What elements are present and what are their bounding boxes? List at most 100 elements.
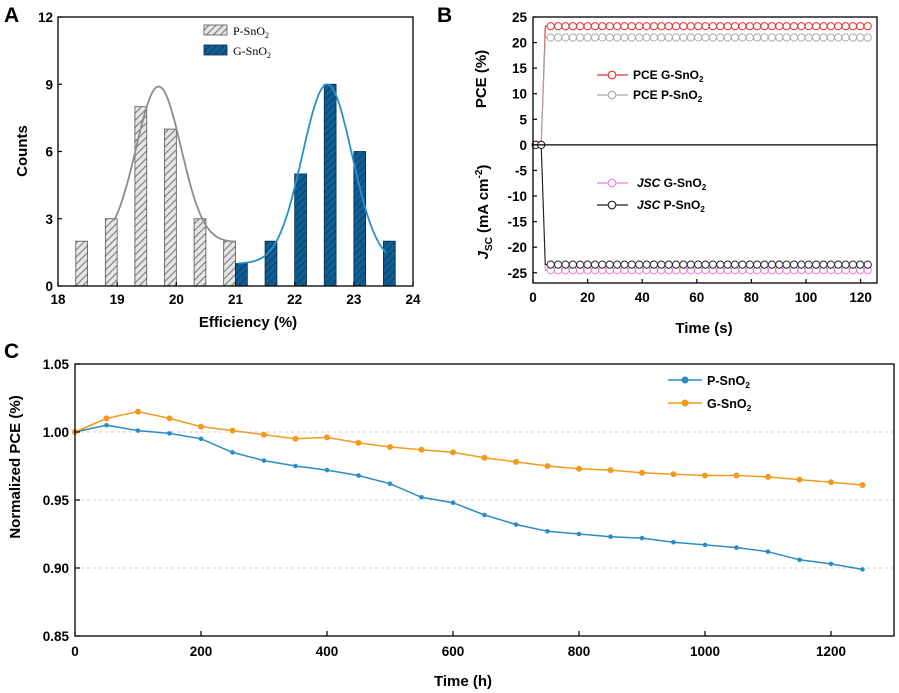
legend-label-pce-p: PCE P-SnO2 bbox=[633, 88, 703, 104]
y-tick-label-b-8: -15 bbox=[507, 215, 527, 230]
point-pce-p-28 bbox=[730, 33, 740, 42]
point-jsc-p-7 bbox=[576, 260, 585, 269]
point-jsc-p-5 bbox=[561, 260, 570, 269]
x-axis-title-b: Time (s) bbox=[675, 320, 732, 337]
stability-point-p-15 bbox=[545, 529, 550, 534]
point-pce-g-12 bbox=[613, 22, 622, 31]
point-pce-g-5 bbox=[561, 22, 570, 31]
stability-point-g-23 bbox=[796, 476, 803, 483]
x-tick-label-b-5: 100 bbox=[795, 290, 818, 305]
point-pce-p-39 bbox=[812, 33, 821, 42]
point-pce-g-23 bbox=[694, 22, 703, 31]
point-pce-g-8 bbox=[583, 22, 592, 31]
point-pce-g-46 bbox=[863, 22, 872, 31]
point-pce-p-40 bbox=[819, 33, 828, 42]
x-tick-label-c-6: 1200 bbox=[816, 644, 846, 659]
point-pce-p-17 bbox=[649, 33, 659, 42]
point-pce-g-17 bbox=[649, 22, 659, 31]
legend-label-jsc-g: JSC G-SnO2 bbox=[637, 176, 707, 192]
point-jsc-p-37 bbox=[797, 260, 806, 269]
legend-marker-pce-g bbox=[607, 70, 617, 80]
stability-line-g bbox=[74, 410, 863, 486]
stability-point-g-20 bbox=[702, 472, 708, 479]
stability-point-g-24 bbox=[828, 479, 834, 486]
x-tick-label-c-5: 1000 bbox=[690, 644, 720, 659]
stability-point-p-6 bbox=[261, 458, 267, 463]
bar-p-0 bbox=[75, 240, 88, 287]
x-tick-label-b-2: 40 bbox=[635, 290, 650, 305]
y-axis-title-pce: PCE (%) bbox=[473, 50, 490, 108]
point-pce-p-11 bbox=[605, 33, 614, 42]
bar-g-0 bbox=[235, 263, 248, 287]
legend-swatch-g-sno2 bbox=[203, 44, 228, 56]
stability-point-p-10 bbox=[387, 481, 393, 487]
x-tick-label-a-2: 20 bbox=[169, 292, 184, 307]
fit-curve-g bbox=[238, 83, 388, 265]
bar-p-5 bbox=[223, 240, 236, 287]
point-jsc-p-32 bbox=[760, 260, 769, 269]
y-tick-label-b-6: -5 bbox=[515, 163, 527, 178]
y-tick-label-a-2: 6 bbox=[45, 145, 53, 160]
stability-point-p-24 bbox=[828, 561, 834, 567]
bar-g-2 bbox=[294, 173, 307, 287]
stability-panel: 0 200 400 600 800 1000 1200 0.85 0.90 0.95 1.00 1.0… bbox=[7, 357, 895, 690]
point-pce-p-9 bbox=[590, 33, 600, 42]
plot-frame-b bbox=[532, 16, 878, 284]
x-axis-title-a: Efficiency (%) bbox=[199, 314, 297, 331]
point-pce-p-36 bbox=[789, 33, 799, 42]
x-tick-label-a-4: 22 bbox=[287, 292, 302, 307]
photocurrent-panel: 0 20 40 60 80 100 1202520151050-5-10-15-20-25 … bbox=[473, 10, 878, 337]
stability-point-p-19 bbox=[671, 539, 676, 545]
x-tick-label-a-3: 21 bbox=[228, 292, 244, 307]
point-pce-p-41 bbox=[826, 33, 836, 42]
stability-point-g-6 bbox=[261, 431, 267, 438]
point-pce-p-4 bbox=[554, 33, 563, 42]
point-pce-p-34 bbox=[775, 33, 784, 42]
point-pce-p-8 bbox=[583, 33, 592, 42]
histogram-fit-curves bbox=[113, 83, 388, 265]
point-jsc-p-23 bbox=[694, 260, 703, 269]
y-tick-label-b-3: 10 bbox=[512, 87, 527, 102]
x-tick-label-a-1: 19 bbox=[110, 292, 125, 307]
y-tick-label-b-4: 5 bbox=[519, 112, 527, 127]
x-tick-label-c-2: 400 bbox=[316, 644, 339, 659]
point-pce-g-41 bbox=[826, 22, 836, 31]
bar-p-3 bbox=[164, 128, 177, 287]
stability-axes: 0 200 400 600 800 1000 1200 0.85 0.90 0.95 1.00 1.0… bbox=[43, 357, 895, 659]
stability-line-p bbox=[74, 424, 863, 571]
point-jsc-p-9 bbox=[590, 260, 600, 269]
point-jsc-p-14 bbox=[627, 260, 636, 269]
point-pce-p-29 bbox=[738, 33, 747, 42]
stability-point-p-11 bbox=[419, 495, 424, 500]
x-tick-label-b-3: 60 bbox=[689, 290, 704, 305]
point-pce-g-20 bbox=[672, 22, 681, 31]
point-pce-p-44 bbox=[848, 33, 858, 42]
stability-point-p-14 bbox=[513, 522, 519, 527]
panel-label-a: A bbox=[4, 4, 19, 27]
y-tick-label-b-7: -10 bbox=[507, 189, 527, 204]
y-tick-label-a-1: 3 bbox=[45, 212, 53, 227]
point-jsc-p-10 bbox=[598, 260, 607, 269]
point-jsc-p-8 bbox=[583, 260, 592, 269]
point-pce-g-44 bbox=[848, 22, 858, 31]
x-tick-label-b-4: 80 bbox=[744, 290, 759, 305]
stability-point-g-13 bbox=[481, 454, 488, 461]
point-pce-p-23 bbox=[694, 33, 703, 42]
legend-marker-jsc-p bbox=[607, 200, 617, 210]
point-jsc-p-42 bbox=[834, 260, 843, 269]
stability-point-p-3 bbox=[167, 431, 172, 436]
point-pce-p-6 bbox=[568, 33, 578, 42]
point-pce-g-37 bbox=[797, 22, 806, 31]
point-pce-g-24 bbox=[701, 22, 710, 31]
point-pce-g-27 bbox=[723, 22, 732, 31]
legend-label-pce-g: PCE G-SnO2 bbox=[633, 68, 704, 84]
stability-point-p-13 bbox=[482, 512, 487, 518]
point-pce-p-21 bbox=[679, 33, 688, 42]
point-jsc-p-18 bbox=[657, 260, 666, 269]
x-tick-label-b-1: 20 bbox=[580, 290, 595, 305]
stability-point-g-16 bbox=[576, 465, 582, 472]
y-tick-label-b-0: 25 bbox=[512, 10, 528, 25]
stability-point-p-23 bbox=[797, 557, 802, 563]
point-pce-p-43 bbox=[841, 33, 850, 42]
stability-point-g-5 bbox=[229, 427, 236, 434]
